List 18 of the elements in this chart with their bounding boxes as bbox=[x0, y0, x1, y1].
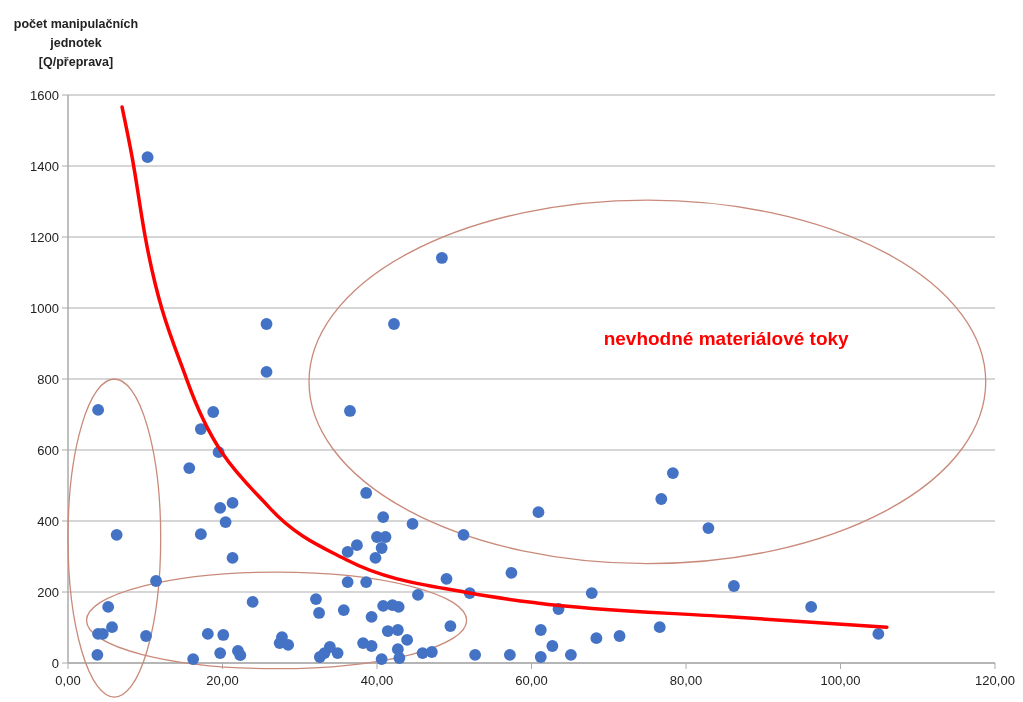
y-tick-label: 1200 bbox=[30, 229, 59, 245]
y-tick-label: 400 bbox=[37, 513, 59, 529]
y-tick-label: 1400 bbox=[30, 158, 59, 174]
annotation: nevhodné materiálové toky bbox=[603, 327, 850, 349]
x-tick-label: 80,00 bbox=[669, 673, 703, 688]
y-tick-label: 0 bbox=[51, 655, 59, 671]
x-tick-label: 20,00 bbox=[206, 673, 239, 688]
y-tick-label: 800 bbox=[37, 371, 59, 387]
x-tick-label: 100,00 bbox=[820, 673, 861, 688]
y-axis-title: počet manipulačních jednotek [Q/přeprava] bbox=[13, 17, 139, 69]
y-tick-label: 1600 bbox=[30, 87, 59, 103]
x-tick-label: 0,00 bbox=[55, 673, 81, 688]
x-tick-label: 120,00 bbox=[975, 673, 1015, 688]
x-tick-label: 40,00 bbox=[360, 673, 394, 688]
x-tick-label: 60,00 bbox=[515, 673, 548, 688]
y-tick-label: 200 bbox=[37, 584, 59, 600]
y-tick-label: 1000 bbox=[30, 300, 59, 316]
y-tick-label: 600 bbox=[37, 442, 59, 458]
